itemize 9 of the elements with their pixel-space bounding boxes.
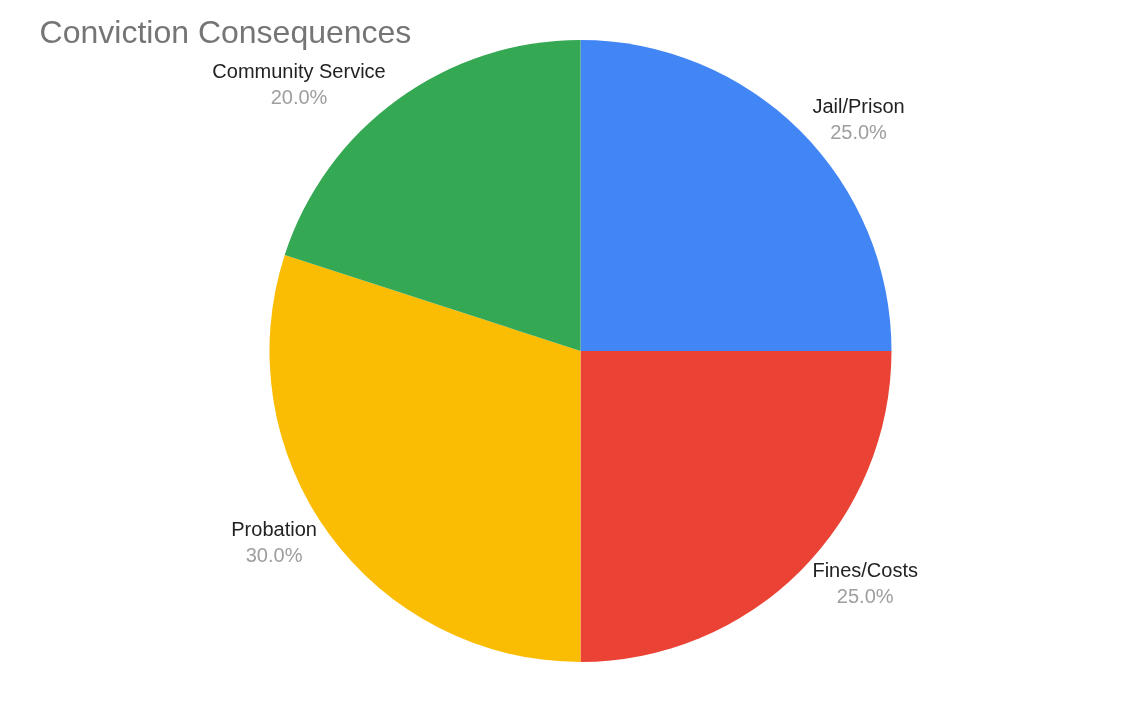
slice-label: Probation: [231, 518, 317, 541]
chart-title: Conviction Consequences: [39, 14, 412, 51]
data-label: 20.0%: [270, 85, 328, 108]
slice-label: Community Service: [212, 59, 386, 82]
slice-label: Fines/Costs: [812, 558, 918, 581]
data-label: 25.0%: [836, 584, 894, 607]
data-label: 30.0%: [245, 544, 303, 567]
slice-label: Jail/Prison: [812, 95, 905, 118]
data-label: 25.0%: [830, 121, 888, 144]
